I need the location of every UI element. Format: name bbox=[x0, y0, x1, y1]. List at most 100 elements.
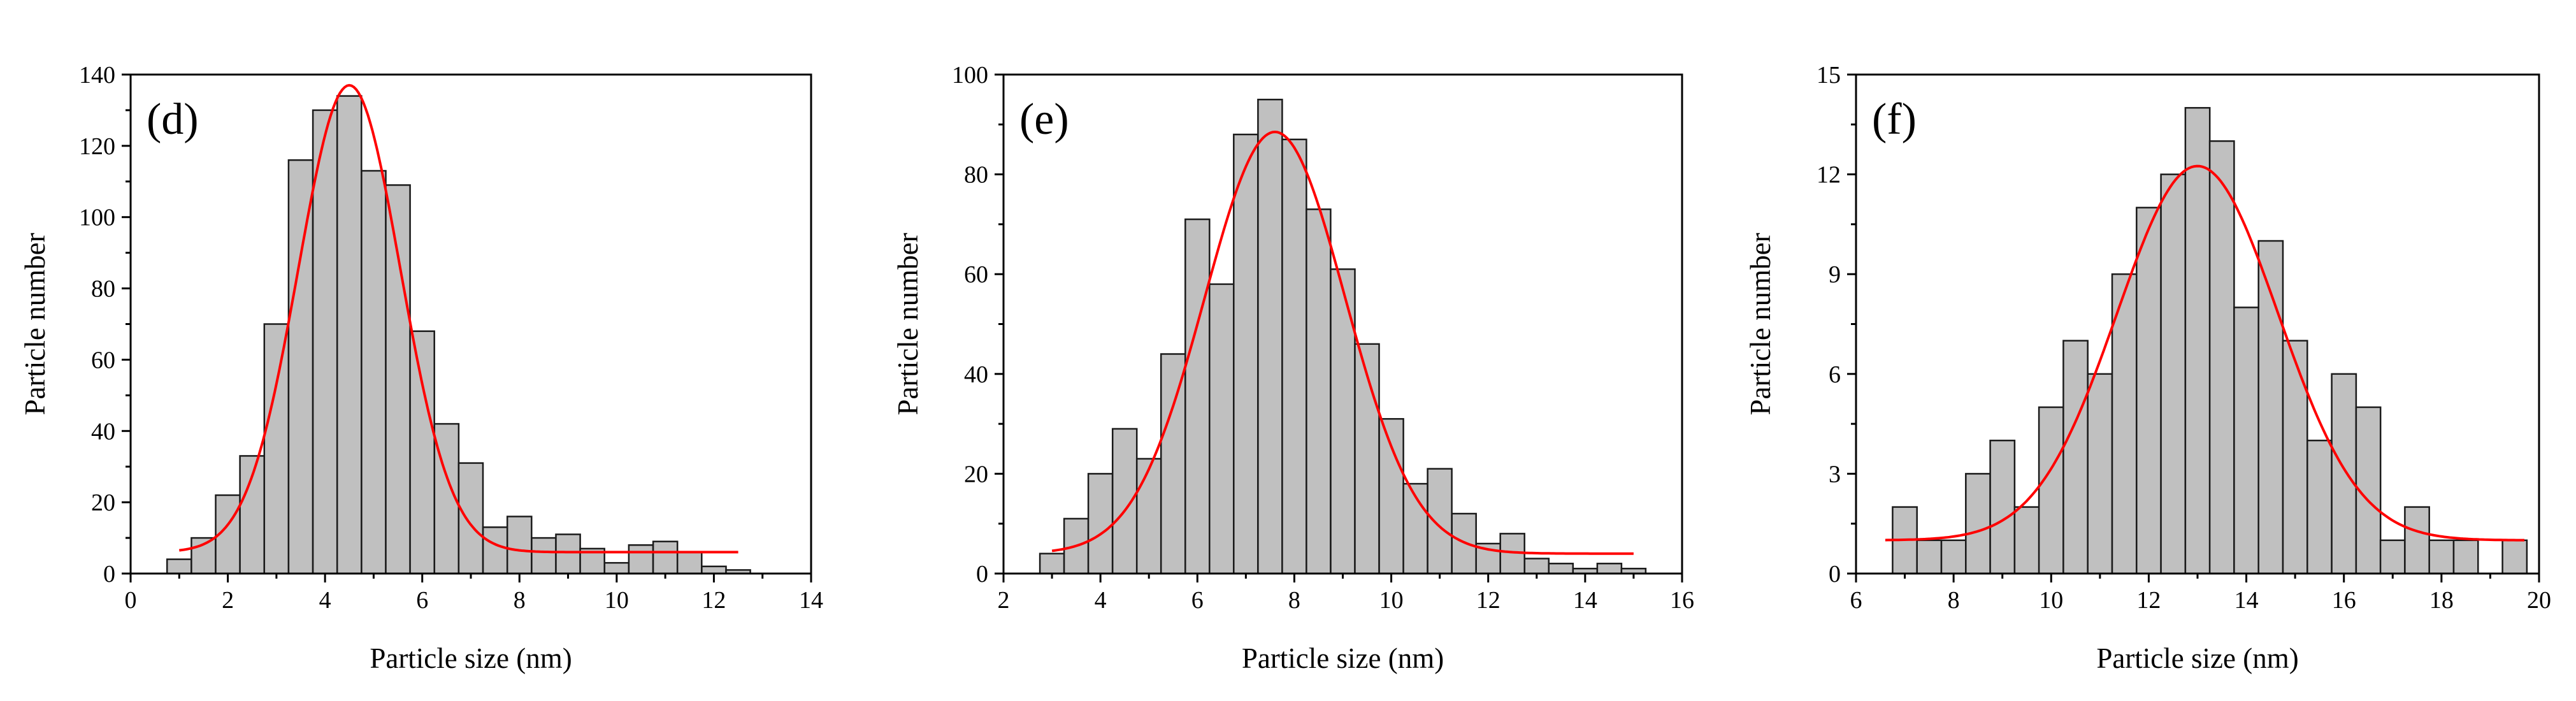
x-tick-label: 16 bbox=[1670, 587, 1694, 614]
histogram-bar bbox=[263, 323, 290, 575]
x-tick-label: 4 bbox=[319, 587, 331, 614]
histogram-bar bbox=[2452, 539, 2479, 575]
gaussian-fit-line bbox=[179, 83, 738, 554]
x-tick-label: 18 bbox=[2429, 587, 2454, 614]
panel-label: (d) bbox=[147, 95, 199, 144]
histogram-bar bbox=[1233, 133, 1259, 575]
histogram-bar bbox=[1523, 558, 1550, 575]
histogram-bar bbox=[1209, 283, 1235, 575]
y-axis-label: Particle number bbox=[1745, 233, 1776, 415]
y-tick-label: 20 bbox=[91, 489, 115, 516]
y-tick-label: 20 bbox=[964, 461, 988, 488]
histogram-bar bbox=[1087, 473, 1114, 575]
histogram-bar bbox=[361, 170, 387, 575]
histogram-bar bbox=[1989, 439, 2016, 575]
y-tick-label: 80 bbox=[91, 276, 115, 303]
histogram-bar bbox=[1965, 473, 1991, 575]
x-tick-label: 0 bbox=[125, 587, 137, 614]
y-tick-label: 40 bbox=[964, 361, 988, 388]
histogram-bar bbox=[531, 537, 557, 575]
x-tick-label: 8 bbox=[1288, 587, 1300, 614]
histogram-bar bbox=[2184, 106, 2211, 575]
x-tick-label: 12 bbox=[1476, 587, 1500, 614]
y-tick-label: 15 bbox=[1817, 62, 1841, 89]
gaussian-fit-line bbox=[1051, 130, 1634, 555]
y-tick-label: 120 bbox=[79, 133, 115, 160]
y-tick-label: 0 bbox=[1829, 561, 1841, 588]
x-tick-label: 2 bbox=[998, 587, 1010, 614]
histogram-bar bbox=[555, 533, 581, 575]
x-tick-label: 16 bbox=[2332, 587, 2356, 614]
histogram-bar bbox=[652, 540, 679, 575]
histogram-bar bbox=[2013, 506, 2040, 575]
x-tick-label: 14 bbox=[799, 587, 823, 614]
histogram-bar bbox=[1330, 268, 1356, 575]
x-tick-label: 6 bbox=[416, 587, 428, 614]
x-tick-label: 20 bbox=[2527, 587, 2551, 614]
histogram-bar bbox=[385, 184, 411, 575]
histogram-bar bbox=[1184, 218, 1211, 575]
histogram-bar bbox=[1427, 468, 1453, 575]
histogram-bar bbox=[506, 516, 533, 575]
histogram-bar bbox=[2379, 539, 2406, 575]
y-tick-label: 60 bbox=[91, 347, 115, 373]
histogram-bar bbox=[1135, 458, 1162, 575]
histogram-bar bbox=[2087, 373, 2113, 575]
histogram-bar bbox=[336, 95, 363, 575]
x-tick-label: 10 bbox=[605, 587, 629, 614]
y-tick-label: 140 bbox=[79, 62, 115, 89]
histogram-bar bbox=[676, 551, 703, 575]
histogram-bar bbox=[1596, 563, 1623, 575]
histogram-bar bbox=[482, 526, 508, 575]
x-tick-label: 10 bbox=[1379, 587, 1404, 614]
y-tick-label: 80 bbox=[964, 162, 988, 189]
histogram-bar bbox=[409, 330, 435, 575]
y-tick-label: 60 bbox=[964, 261, 988, 288]
histogram-bar bbox=[2331, 373, 2357, 575]
x-tick-label: 2 bbox=[222, 587, 234, 614]
histogram-bar bbox=[2208, 140, 2235, 575]
x-tick-label: 10 bbox=[2039, 587, 2063, 614]
histogram-bar bbox=[1257, 98, 1283, 575]
histogram-bar bbox=[1281, 138, 1307, 575]
histogram-bar bbox=[2062, 340, 2089, 575]
y-tick-label: 9 bbox=[1829, 261, 1841, 288]
histogram-bar bbox=[2404, 506, 2430, 575]
histogram-bar bbox=[1940, 539, 1967, 575]
histogram-bar bbox=[701, 565, 727, 575]
y-tick-label: 3 bbox=[1829, 461, 1841, 488]
x-tick-label: 6 bbox=[1850, 587, 1862, 614]
y-tick-label: 6 bbox=[1829, 361, 1841, 388]
panel-label: (e) bbox=[1019, 95, 1069, 144]
histogram-bar bbox=[2306, 439, 2333, 575]
histogram-bar bbox=[1306, 208, 1332, 575]
histogram-bar bbox=[457, 462, 484, 575]
y-tick-label: 12 bbox=[1817, 162, 1841, 189]
chart-panel-2: 2 4 6 8 10 12 14 16 0 20 40 60 80 100 Particle size (n… bbox=[892, 62, 1694, 674]
histogram-bar bbox=[628, 544, 654, 575]
histogram-bar bbox=[603, 561, 630, 575]
x-tick-label: 14 bbox=[1573, 587, 1597, 614]
x-tick-label: 14 bbox=[2234, 587, 2259, 614]
histogram-bar bbox=[2136, 206, 2162, 575]
histogram-bar bbox=[166, 558, 192, 575]
histogram-bar bbox=[1916, 539, 1943, 575]
x-tick-label: 12 bbox=[702, 587, 726, 614]
y-tick-label: 0 bbox=[976, 561, 988, 588]
x-tick-label: 4 bbox=[1095, 587, 1107, 614]
x-tick-label: 12 bbox=[2136, 587, 2161, 614]
histogram-bar bbox=[1160, 353, 1186, 575]
y-axis-label: Particle number bbox=[892, 233, 924, 415]
histogram-bar bbox=[287, 159, 314, 575]
y-tick-label: 40 bbox=[91, 418, 115, 445]
histogram-bar bbox=[1548, 563, 1574, 575]
panel-label: (f) bbox=[1872, 95, 1917, 144]
chart-panel-3: 6 8 10 12 14 16 18 20 0 3 6 9 12 15 Particle size (nm)… bbox=[1745, 62, 2551, 674]
y-tick-label: 100 bbox=[952, 62, 988, 89]
x-axis-label: Particle size (nm) bbox=[2096, 642, 2298, 674]
x-axis-label: Particle size (nm) bbox=[370, 642, 572, 674]
histogram-bar bbox=[2428, 539, 2455, 575]
x-tick-label: 8 bbox=[514, 587, 526, 614]
x-axis-label: Particle size (nm) bbox=[1242, 642, 1444, 674]
